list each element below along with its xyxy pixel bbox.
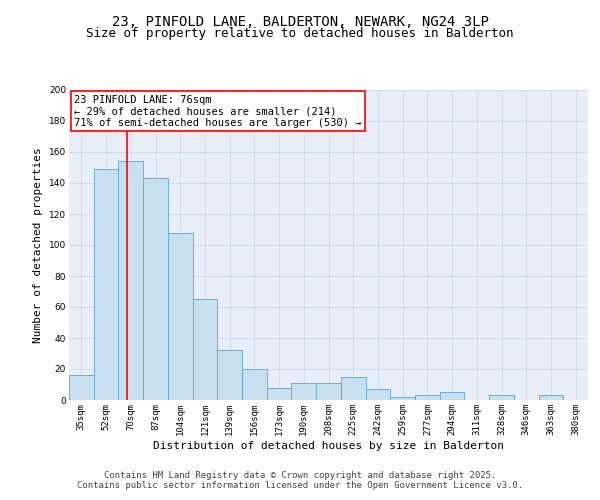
Bar — [316, 383, 341, 400]
Text: 23, PINFOLD LANE, BALDERTON, NEWARK, NG24 3LP: 23, PINFOLD LANE, BALDERTON, NEWARK, NG2… — [112, 16, 488, 30]
X-axis label: Distribution of detached houses by size in Balderton: Distribution of detached houses by size … — [153, 440, 504, 450]
Bar — [217, 350, 242, 400]
Bar — [193, 299, 217, 400]
Bar — [94, 169, 118, 400]
Bar — [143, 178, 168, 400]
Bar — [415, 396, 440, 400]
Text: Contains public sector information licensed under the Open Government Licence v3: Contains public sector information licen… — [77, 480, 523, 490]
Text: Size of property relative to detached houses in Balderton: Size of property relative to detached ho… — [86, 27, 514, 40]
Bar — [168, 232, 193, 400]
Bar — [489, 396, 514, 400]
Bar — [390, 397, 415, 400]
Bar — [242, 369, 267, 400]
Y-axis label: Number of detached properties: Number of detached properties — [34, 147, 43, 343]
Bar — [341, 377, 365, 400]
Bar — [118, 162, 143, 400]
Bar — [365, 389, 390, 400]
Bar — [440, 392, 464, 400]
Bar — [292, 383, 316, 400]
Bar — [539, 396, 563, 400]
Bar — [267, 388, 292, 400]
Text: Contains HM Land Registry data © Crown copyright and database right 2025.: Contains HM Land Registry data © Crown c… — [104, 472, 496, 480]
Text: 23 PINFOLD LANE: 76sqm
← 29% of detached houses are smaller (214)
71% of semi-de: 23 PINFOLD LANE: 76sqm ← 29% of detached… — [74, 94, 362, 128]
Bar — [69, 375, 94, 400]
